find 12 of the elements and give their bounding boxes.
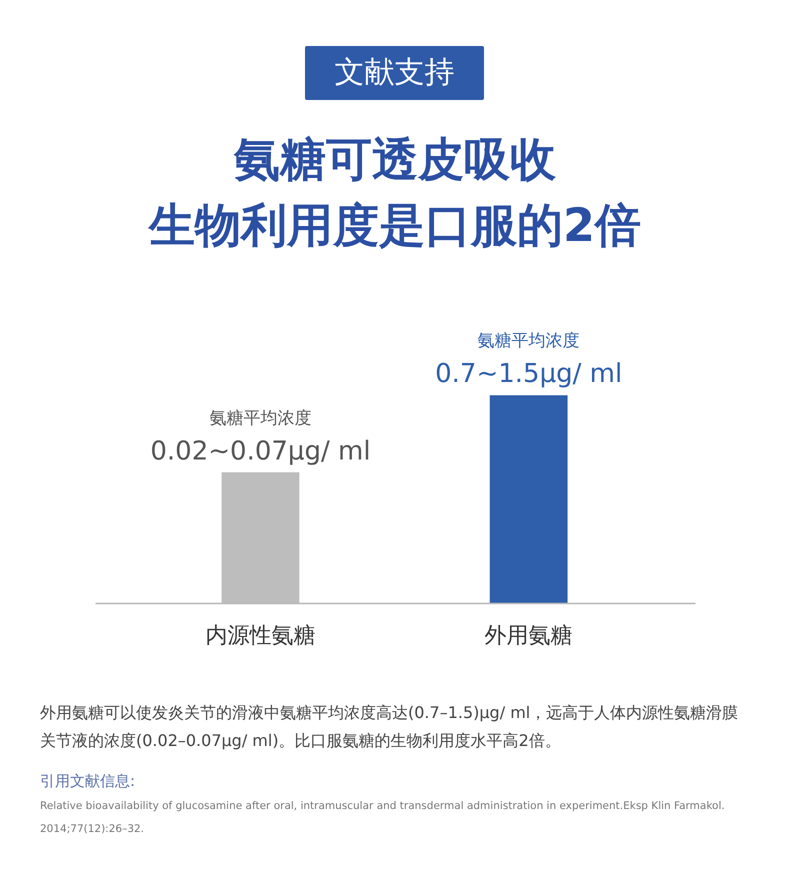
annotation: 氨糖平均浓度 (209, 408, 312, 428)
x-tick-label: 内源性氨糖 (205, 624, 316, 648)
annotation: 0.7~1.5μg/ ml (435, 359, 622, 390)
text: 外用氨糖可以使发炎关节的滑液中氨糖平均浓度高达(0.7–1.5)μg/ ml，远高于人体内源性氨糖滑膜关节液的浓度(0.02–0.07μg/ ml)。比口服氨糖的生物利用度水平高2倍。 (40, 702, 740, 752)
text: Relative bioavailability of glucosamine after oral, intramuscular and transdermal administration in experiment.Eksp Klin Farmakol. 2014;77(12):26–32. (40, 799, 726, 837)
annotation: 0.02~0.07μg/ ml (150, 436, 371, 466)
text: 文献支持 (305, 46, 484, 100)
annotation: 氨糖平均浓度 (478, 331, 580, 352)
chart-title: 氨糖可透皮吸收 (232, 131, 557, 188)
text: 引用文献信息: (40, 771, 136, 792)
x-tick-label: 外用氨糖 (484, 624, 573, 648)
chart-subtitle: 生物利用度是口服的2倍 (147, 197, 642, 254)
